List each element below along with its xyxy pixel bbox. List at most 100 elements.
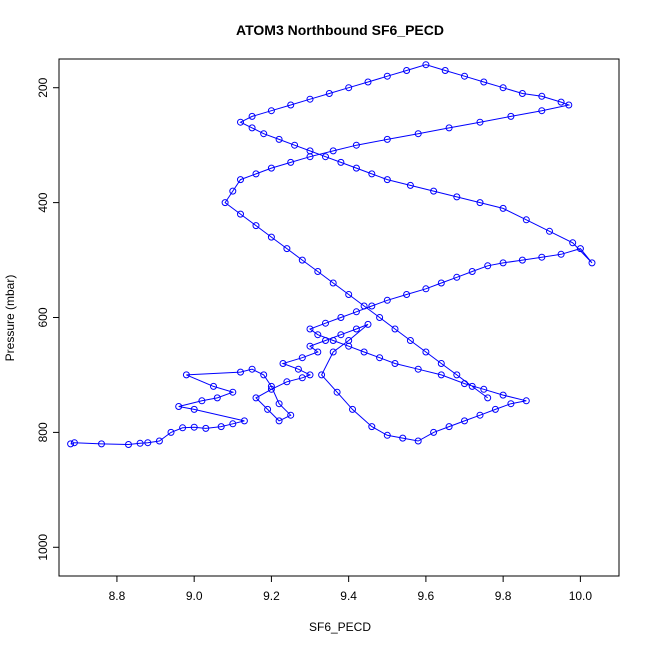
data-point [557, 250, 565, 258]
data-point [237, 118, 244, 126]
data-point [329, 279, 337, 287]
data-point [403, 291, 411, 298]
data-point [314, 331, 322, 339]
y-axis-label: Pressure (mbar) [3, 275, 17, 362]
data-point [287, 158, 295, 166]
data-point [267, 107, 275, 115]
data-point [403, 67, 411, 74]
data-point [198, 397, 206, 405]
data-point [175, 403, 183, 410]
data-point [507, 112, 515, 120]
data-point [98, 440, 105, 448]
data-point [518, 256, 526, 264]
data-point [376, 314, 384, 321]
data-point [345, 342, 353, 350]
data-point [190, 423, 198, 431]
data-point [491, 405, 499, 413]
x-tick-label: 9.8 [495, 589, 512, 603]
data-point [461, 417, 468, 425]
data-point [461, 380, 468, 388]
data-point [298, 256, 306, 264]
data-point [237, 176, 244, 184]
data-point [267, 382, 275, 390]
y-tick-label: 200 [36, 77, 50, 97]
x-tick-label: 10.0 [569, 589, 593, 603]
data-point [352, 308, 360, 316]
series-layer [67, 61, 596, 448]
data-point [167, 428, 175, 436]
data-point [229, 420, 237, 428]
data-point [267, 233, 275, 241]
data-point [476, 118, 484, 126]
data-point [480, 385, 488, 393]
data-point [260, 130, 268, 138]
data-point [480, 78, 488, 86]
data-point [144, 439, 152, 447]
data-point [360, 302, 368, 310]
data-point [298, 374, 306, 382]
data-point [70, 439, 78, 447]
data-point [391, 360, 399, 367]
data-point [125, 441, 132, 448]
data-point [576, 245, 584, 253]
data-point [499, 204, 507, 212]
data-point [283, 245, 291, 253]
data-point [182, 371, 190, 379]
y-tick-label: 400 [36, 192, 50, 212]
data-point [383, 296, 391, 304]
data-point [352, 141, 360, 149]
x-tick-label: 9.6 [418, 589, 435, 603]
data-point [237, 210, 244, 218]
data-point [306, 371, 314, 379]
data-point [569, 239, 577, 247]
data-point [399, 434, 407, 442]
x-tick-label: 8.8 [109, 589, 126, 603]
data-point [453, 371, 461, 379]
data-point [422, 348, 430, 356]
data-point [248, 112, 256, 120]
data-point [283, 378, 291, 386]
data-point [507, 400, 515, 408]
data-point [476, 199, 484, 207]
data-point [538, 253, 546, 261]
data-point [441, 67, 449, 74]
data-point [322, 337, 329, 344]
data-point [391, 325, 399, 333]
data-point [461, 72, 468, 80]
data-point [267, 385, 275, 393]
data-point [383, 431, 391, 439]
data-point [445, 423, 453, 431]
data-point [518, 90, 526, 97]
data-point [376, 354, 384, 362]
data-point [267, 164, 275, 172]
data-point [217, 423, 225, 431]
data-point [368, 302, 376, 310]
data-point [345, 84, 353, 92]
data-point [252, 394, 260, 402]
x-axis-label: SF6_PECD [309, 620, 371, 634]
data-point [345, 291, 353, 298]
data-point [368, 423, 376, 431]
data-point [468, 268, 476, 275]
chart-title: ATOM3 Northbound SF6_PECD [236, 22, 444, 38]
data-point [314, 348, 322, 356]
data-point [414, 130, 422, 138]
data-point [499, 259, 507, 267]
data-point [252, 222, 260, 230]
data-point [588, 259, 596, 267]
x-tick-label: 9.4 [340, 589, 357, 603]
data-point [430, 428, 438, 436]
data-point [325, 90, 333, 97]
data-point [422, 61, 430, 69]
data-point [229, 388, 237, 396]
data-point [522, 216, 530, 224]
data-point [368, 170, 376, 178]
y-axis: 200 400 600 800 1000 [36, 77, 60, 561]
data-point [364, 78, 372, 86]
data-point [252, 170, 260, 178]
data-point [275, 400, 283, 408]
data-point [306, 95, 314, 103]
data-point [364, 320, 372, 328]
data-point [291, 141, 299, 149]
